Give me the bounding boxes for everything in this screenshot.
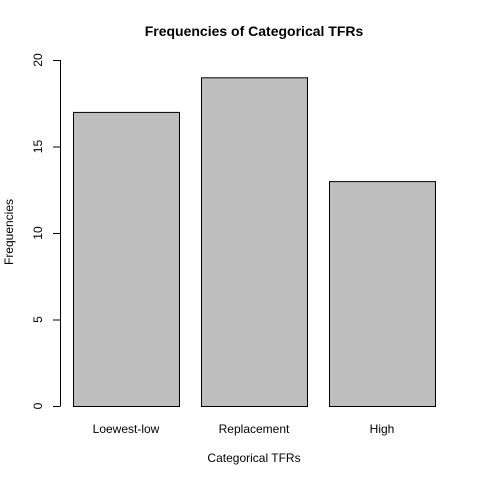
y-tick-label: 0 <box>31 402 45 409</box>
x-tick-label: High <box>370 422 395 436</box>
y-tick-label: 10 <box>31 226 45 240</box>
x-tick-label: Loewest-low <box>93 422 160 436</box>
x-axis-label: Categorical TFRs <box>207 451 300 465</box>
bars-layer <box>73 77 436 408</box>
y-tick-label: 20 <box>31 53 45 67</box>
bar-high <box>329 181 436 407</box>
chart-title: Frequencies of Categorical TFRs <box>145 23 364 39</box>
y-axis-label: Frequencies <box>2 199 16 265</box>
bar-replacement <box>201 77 308 408</box>
x-category-labels: Loewest-low Replacement High <box>93 422 395 436</box>
bar-loewest-low <box>73 111 180 408</box>
x-tick-label: Replacement <box>219 422 290 436</box>
y-tick-label: 5 <box>31 316 45 323</box>
y-axis: 0 5 10 15 20 <box>31 53 61 409</box>
y-tick-label: 15 <box>31 140 45 154</box>
